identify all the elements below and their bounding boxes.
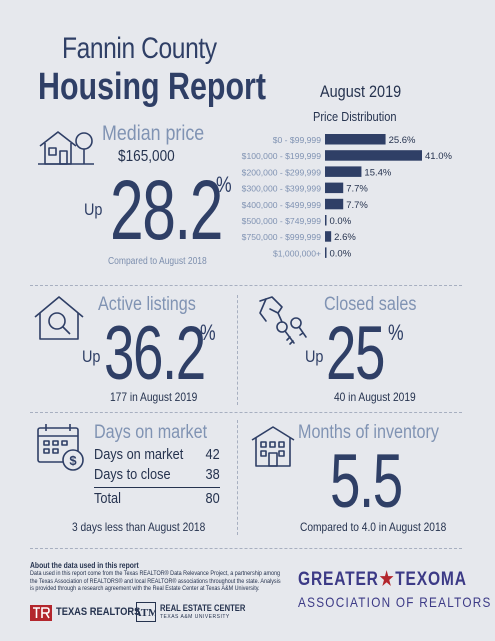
months-of-inventory-value: 5.5 [330,439,403,524]
price-range-label: $100,000 - $199,999 [242,151,322,161]
days-on-market-title: Days on market [94,422,208,443]
median-price-change: 28.2 [110,163,223,257]
real-estate-center-logo: ATM REAL ESTATE CENTER TEXAS A&M UNIVERS… [136,602,256,624]
price-range-label: $300,000 - $399,999 [242,184,322,194]
price-range-label: $1,000,000+ [273,248,321,258]
price-bar [325,231,332,242]
house-magnifier-icon [32,293,86,348]
texas-realtors-logo: TEXAS REALTORS [30,604,150,622]
divider-middle [30,412,462,413]
days-to-close-row-label: Days to close [94,466,171,483]
price-range-label: $500,000 - $749,999 [242,216,322,226]
price-bar-value-label: 7.7% [346,184,368,195]
star-icon: ★ [379,569,395,590]
price-distribution-chart: $0 - $99,999 25.6% $100,000 - $199,999 41.0… [200,134,460,269]
texas-realtors-text: TEXAS REALTORS [56,606,141,618]
days-on-market-row-value: 42 [205,446,220,463]
price-bar-value-label: 25.6% [389,135,416,146]
active-listings-percent: % [200,320,216,345]
days-total-label: Total [94,490,121,507]
price-bar [325,166,362,177]
days-on-market-comparison: 3 days less than August 2018 [72,520,206,534]
median-price-value: $165,000 [118,148,175,165]
days-total-value: 80 [205,490,220,507]
days-to-close-row-value: 38 [205,466,220,483]
closed-sales-detail: 40 in August 2019 [334,390,416,404]
price-bar-value-label: 0.0% [330,216,352,227]
price-bar [325,134,386,145]
closed-sales-direction: Up [305,347,324,366]
price-bar-value-label: 7.7% [346,200,368,211]
price-range-label: $400,000 - $499,999 [242,200,322,210]
price-range-label: $750,000 - $999,999 [242,232,322,242]
price-range-label: $0 - $99,999 [273,135,321,145]
price-bar [325,247,327,258]
price-bar [325,182,344,194]
building-icon [250,424,296,475]
closed-sales-title: Closed sales [324,294,417,315]
price-bar-value-label: 2.6% [334,232,356,243]
calendar-dollar-icon: $ [36,422,86,477]
days-to-close-row: Days to close 38 [94,466,220,484]
days-total-rule [94,487,220,488]
median-price-comparison: Compared to August 2018 [108,256,207,267]
real-estate-center-subtext: TEXAS A&M UNIVERSITY [160,614,230,620]
about-data-text: Data used in this report come from the T… [30,570,281,593]
days-on-market-row: Days on market 42 [94,446,220,464]
median-price-title: Median price [102,122,205,145]
association-greater: GREATER [298,569,379,590]
divider-vertical-bottom [237,420,238,535]
active-listings-title: Active listings [98,294,196,315]
svg-text:ATM: ATM [136,607,156,619]
price-bar-value-label: 41.0% [425,151,452,162]
association-texoma: TEXOMA [395,569,467,590]
hand-keys-icon [256,293,314,358]
about-data-title: About the data used in this report [30,561,139,570]
closed-sales-change: 25 [326,311,385,396]
months-of-inventory-comparison: Compared to 4.0 in August 2018 [300,520,447,534]
association-name-line2: ASSOCIATION OF REALTORS [298,594,492,610]
divider-vertical-top [237,295,238,405]
price-bar-value-label: 15.4% [364,167,391,178]
svg-text:$: $ [69,453,77,468]
price-bar [325,215,327,226]
real-estate-center-text: REAL ESTATE CENTER [160,603,246,613]
active-listings-detail: 177 in August 2019 [110,390,198,404]
association-name-line1: GREATER★TEXOMA [298,568,467,591]
chart-title: Price Distribution [313,109,397,124]
months-of-inventory-title: Months of inventory [298,422,439,443]
texas-realtors-mark-icon [30,605,52,621]
price-bar-value-label: 0.0% [330,248,352,259]
price-bar [325,150,422,161]
days-on-market-row-label: Days on market [94,446,184,463]
report-month: August 2019 [320,82,402,101]
median-price-percent: % [216,172,232,197]
house-tree-icon [36,124,96,175]
price-range-label: $200,000 - $299,999 [242,167,322,177]
active-listings-direction: Up [82,347,101,366]
closed-sales-percent: % [388,320,404,345]
price-bar [325,198,344,210]
days-total-row: Total 80 [94,490,220,508]
divider-top [30,285,462,286]
active-listings-change: 36.2 [104,311,206,396]
report-title: Housing Report [38,66,266,108]
report-title-county: Fannin County [62,32,217,65]
tamu-mark-icon: ATM [136,602,156,622]
divider-bottom [30,548,462,549]
median-price-direction: Up [84,200,103,219]
